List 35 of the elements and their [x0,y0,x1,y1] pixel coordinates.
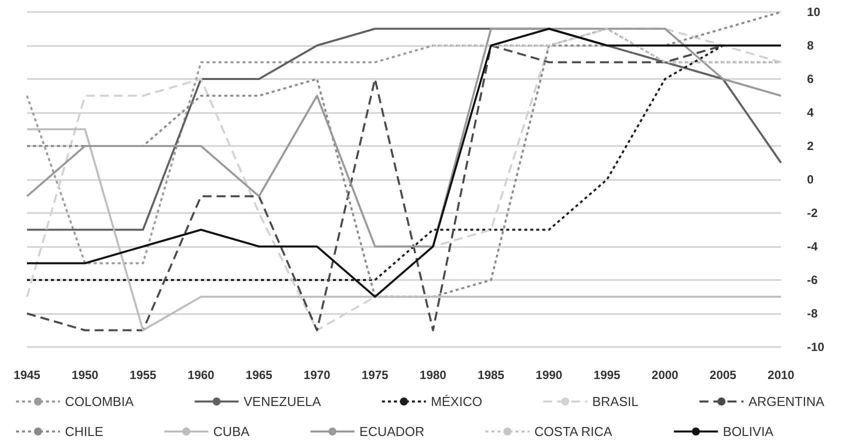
legend-label: VENEZUELA [244,394,322,409]
y-tick-label: 0 [807,172,814,186]
legend-label: CHILE [65,424,104,439]
y-tick-label: -6 [807,273,818,287]
x-tick-label: 2000 [652,368,679,382]
y-tick-label: 2 [807,139,814,153]
y-tick-label: 10 [807,5,821,19]
y-tick-label: -10 [807,340,825,354]
y-tick-label: 6 [807,72,814,86]
x-tick-label: 1945 [14,368,41,382]
legend-label: COLOMBIA [65,394,134,409]
x-tick-label: 1980 [420,368,447,382]
x-tick-label: 1995 [594,368,621,382]
legend-label: ARGENTINA [748,394,825,409]
x-tick-label: 1955 [130,368,157,382]
x-tick-label: 1985 [478,368,505,382]
x-tick-label: 1975 [362,368,389,382]
legend-label: BOLIVIA [722,424,774,439]
x-tick-label: 1990 [536,368,563,382]
x-tick-label: 2010 [768,368,795,382]
x-tick-label: 2005 [710,368,737,382]
y-tick-label: 8 [807,38,814,52]
y-tick-label: 4 [807,106,814,120]
y-tick-label: -4 [807,240,818,254]
y-tick-label: -8 [807,306,818,320]
legend-label: BRASIL [592,394,638,409]
legend-label: MÉXICO [430,394,482,409]
x-tick-label: 1970 [304,368,331,382]
x-tick-label: 1960 [188,368,215,382]
x-tick-label: 1950 [72,368,99,382]
x-tick-label: 1965 [246,368,273,382]
legend-label: ECUADOR [359,424,424,439]
legend-label: COSTA RICA [534,424,613,439]
y-tick-label: -2 [807,206,818,220]
legend-label: CUBA [213,424,250,439]
